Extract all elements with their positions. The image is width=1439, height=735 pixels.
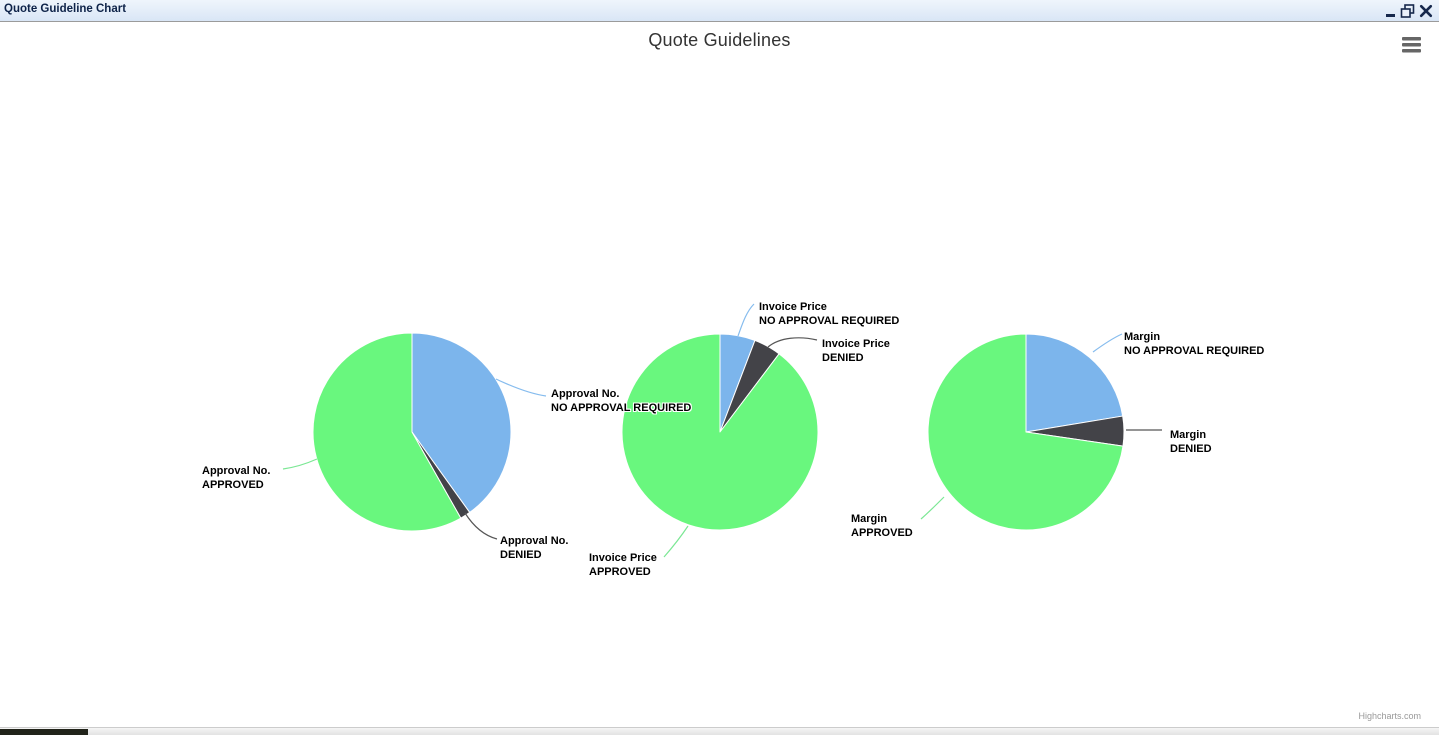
window-title: Quote Guideline Chart [4,3,127,15]
pie-slice-invoice-price-approved[interactable] [621,333,819,531]
window-titlebar[interactable]: Quote Guideline Chart [0,0,1439,22]
pie-label-approval-no-denied: Approval No. DENIED [500,534,568,562]
pie-label-category: DENIED [822,352,864,364]
minimize-button[interactable] [1385,3,1397,19]
pie-label-series: Approval No. [551,388,620,400]
pie-label-invoice-price-approved: Invoice Price APPROVED [589,551,657,579]
pie-label-series: Approval No. [500,535,569,547]
pie-label-category: NO APPROVAL REQUIRED [551,402,692,414]
pie-label-series: Invoice Price [759,301,827,313]
close-icon [1419,4,1433,18]
pie-label-invoice-price-denied: Invoice Price DENIED [822,337,890,365]
pie-label-margin-no-approval-required: Margin NO APPROVAL REQUIRED [1124,330,1264,358]
pie-label-margin-approved: Margin APPROVED [851,512,913,540]
hamburger-icon [1402,37,1421,53]
window-controls [1385,3,1433,19]
connector-invoice-price-approved [663,525,689,558]
pie-chart-canvas [282,303,1162,558]
connector-margin-approved [920,496,945,520]
pie-label-category: NO APPROVAL REQUIRED [1124,345,1265,357]
pie-label-series: Margin [851,513,888,525]
highcharts-credit[interactable]: Highcharts.com [1358,711,1421,721]
chart-container: Quote Guidelines Approval No. NO APPR [0,22,1439,727]
pie-label-category: APPROVED [589,566,651,578]
restore-button[interactable] [1400,3,1416,19]
pie-label-category: NO APPROVAL REQUIRED [759,315,900,327]
pie-slice-approval-no-approved[interactable] [312,332,462,532]
connector-approval-no-no-approval-required [495,378,547,397]
pie-label-margin-denied: Margin DENIED [1170,428,1212,456]
pie-label-series: Margin [1170,429,1207,441]
pie-label-category: APPROVED [202,479,264,491]
connector-margin-no-approval-required [1092,333,1123,353]
pie-label-category: APPROVED [851,527,913,539]
minimize-icon [1386,14,1395,17]
chart-menu-button[interactable] [1402,36,1422,53]
restore-icon [1400,4,1415,18]
pie-label-approval-no-approved: Approval No. APPROVED [202,464,270,492]
pie-label-category: DENIED [500,549,542,561]
pie-slice-approval-no-no-approval-required[interactable] [411,332,512,513]
pie-label-series: Invoice Price [589,552,657,564]
pie-label-invoice-price-no-approval-required: Invoice Price NO APPROVAL REQUIRED [759,300,899,328]
connector-invoice-price-no-approval-required [737,303,755,337]
chart-title: Quote Guidelines [648,30,791,50]
desktop-fragment [0,729,88,735]
pie-label-series: Margin [1124,331,1161,343]
window-bottom-edge [0,727,1439,735]
pie-label-category: DENIED [1170,443,1212,455]
pie-label-approval-no-no-approval-required: Approval No. NO APPROVAL REQUIRED [551,387,691,415]
connector-approval-no-approved [282,458,318,470]
close-button[interactable] [1419,3,1433,19]
connector-approval-no-denied [464,512,498,540]
pie-slice-margin-approved[interactable] [927,333,1124,531]
pie-slice-margin-no-approval-required[interactable] [1025,333,1124,433]
pie-label-series: Invoice Price [822,338,890,350]
pie-label-series: Approval No. [202,465,271,477]
connector-invoice-price-denied [767,337,818,348]
